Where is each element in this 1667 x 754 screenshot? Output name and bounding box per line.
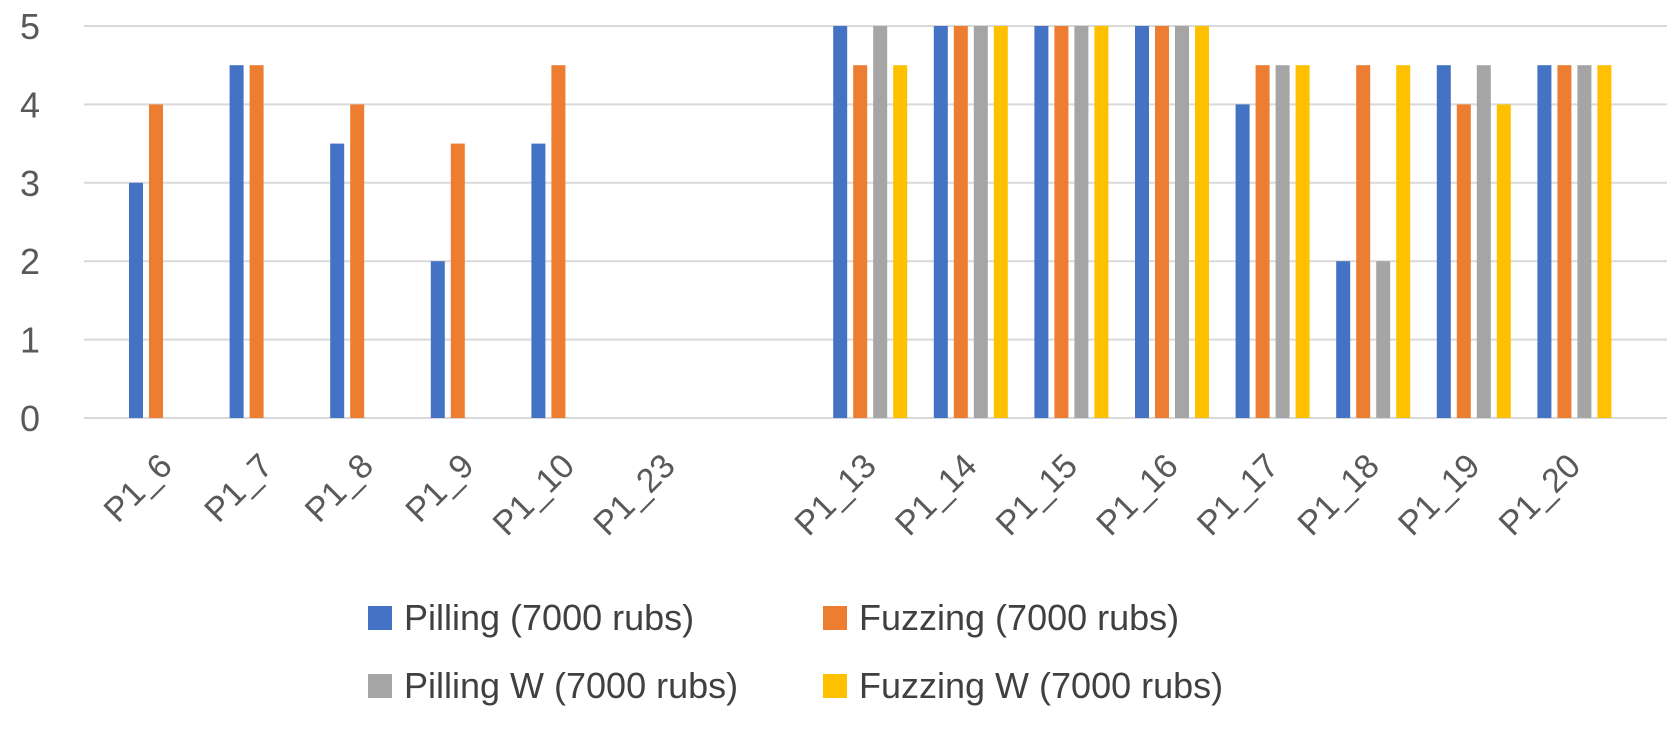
legend-label: Pilling W (7000 rubs): [404, 665, 738, 706]
legend-swatch: [368, 674, 392, 698]
bar: [430, 261, 445, 418]
bar: [1034, 26, 1049, 418]
bar: [1195, 26, 1209, 418]
bar: [1376, 261, 1391, 418]
y-tick-label: 4: [20, 84, 40, 125]
bar: [531, 143, 546, 418]
x-tick-label: P1_14: [888, 447, 984, 543]
legend-swatch: [368, 606, 392, 630]
legend-label: Fuzzing (7000 rubs): [859, 597, 1179, 638]
bar: [893, 65, 908, 418]
bar: [350, 104, 365, 419]
bar: [1094, 26, 1109, 418]
bar: [873, 26, 888, 418]
bar: [973, 26, 988, 418]
bar: [1577, 65, 1592, 418]
bar: [1336, 261, 1351, 418]
bar: [1476, 65, 1491, 418]
bar: [551, 65, 566, 418]
bar: [853, 65, 868, 418]
x-tick-label: P1_18: [1290, 447, 1386, 543]
bars: [129, 26, 1612, 419]
x-tick-label: P1_23: [586, 447, 682, 543]
x-tick-label: P1_8: [298, 447, 381, 530]
x-tick-label: P1_6: [97, 447, 180, 530]
bar: [249, 65, 264, 418]
x-tick-label: P1_19: [1391, 447, 1487, 543]
y-tick-label: 3: [20, 163, 40, 204]
bar: [1436, 65, 1451, 418]
bar: [1537, 65, 1552, 418]
x-tick-label: P1_15: [989, 447, 1085, 543]
bar: [1295, 65, 1310, 418]
legend: Pilling (7000 rubs) Fuzzing (7000 rubs) Pi…: [368, 597, 1223, 706]
bar: [1456, 104, 1471, 419]
y-tick-label: 5: [20, 6, 40, 47]
y-tick-label: 1: [20, 320, 40, 361]
bar: [229, 65, 244, 418]
x-tick-label: P1_17: [1190, 447, 1286, 543]
bar: [1235, 104, 1250, 419]
x-tick-label: P1_9: [398, 447, 481, 530]
x-tick-label: P1_16: [1089, 447, 1185, 543]
legend-swatch: [823, 606, 847, 630]
bar: [1597, 65, 1612, 418]
bar: [1356, 65, 1371, 418]
x-tick-label: P1_13: [787, 447, 883, 543]
bar: [933, 26, 948, 418]
legend-label: Pilling (7000 rubs): [404, 597, 694, 638]
bar: [1054, 26, 1069, 418]
bar: [1175, 26, 1189, 418]
x-tick-label: P1_7: [197, 447, 280, 530]
x-tick-label: P1_20: [1492, 447, 1588, 543]
bar: [1135, 26, 1149, 418]
bar: [1396, 65, 1411, 418]
bar: [1496, 104, 1511, 419]
legend-swatch: [823, 674, 847, 698]
bar: [129, 182, 143, 418]
bar: [149, 104, 163, 419]
bar: [1557, 65, 1572, 418]
bar: [953, 26, 968, 418]
legend-label: Fuzzing W (7000 rubs): [859, 665, 1223, 706]
x-tick-label: P1_10: [486, 447, 582, 543]
bar: [1275, 65, 1290, 418]
bar: [450, 143, 465, 418]
bar: [833, 26, 848, 418]
y-tick-label: 2: [20, 241, 40, 282]
y-tick-label: 0: [20, 398, 40, 439]
bar: [330, 143, 345, 418]
bar: [1255, 65, 1270, 418]
bar: [993, 26, 1008, 418]
bar: [1155, 26, 1169, 418]
bar: [1074, 26, 1089, 418]
